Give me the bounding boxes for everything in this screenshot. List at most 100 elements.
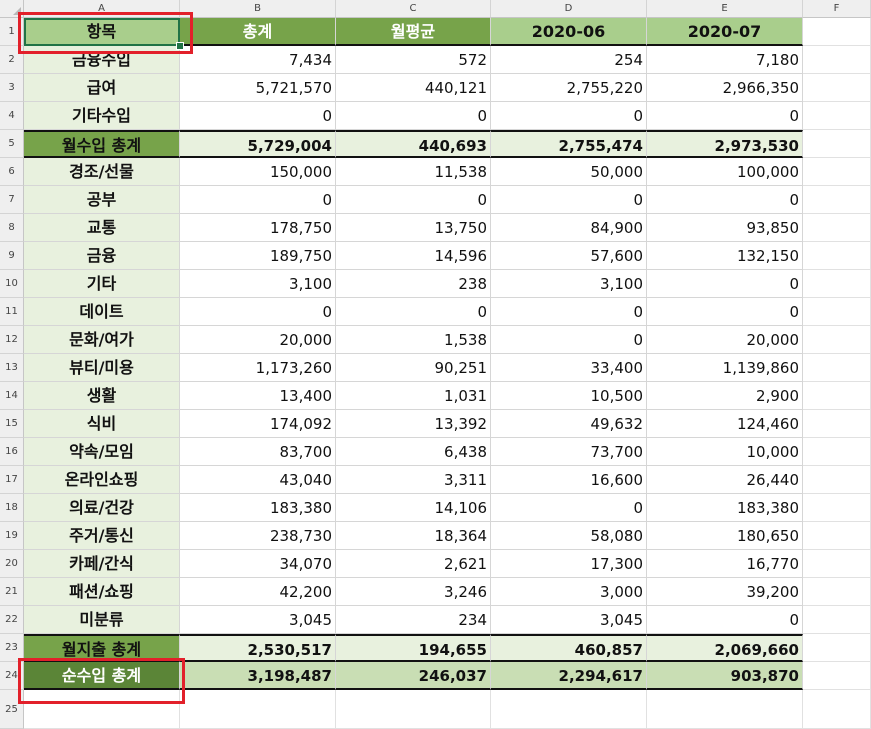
value-cell-avg[interactable]: 3,311	[336, 466, 491, 494]
value-cell-m1[interactable]: 84,900	[491, 214, 647, 242]
value-cell-m1[interactable]: 0	[491, 298, 647, 326]
value-cell-m2[interactable]: 93,850	[647, 214, 803, 242]
value-cell-m2[interactable]: 16,770	[647, 550, 803, 578]
value-cell-avg[interactable]: 0	[336, 186, 491, 214]
empty-cell[interactable]	[803, 214, 871, 242]
value-cell-m1[interactable]: 0	[491, 102, 647, 130]
value-cell-m1[interactable]: 17,300	[491, 550, 647, 578]
row-header-23[interactable]: 23	[0, 634, 24, 662]
column-header-d[interactable]: D	[491, 0, 647, 18]
empty-cell[interactable]	[803, 634, 871, 662]
value-cell-avg[interactable]: 238	[336, 270, 491, 298]
value-cell-total[interactable]: 178,750	[180, 214, 336, 242]
row-header-22[interactable]: 22	[0, 606, 24, 634]
empty-cell[interactable]	[803, 158, 871, 186]
value-cell-m1[interactable]: 33,400	[491, 354, 647, 382]
row-header-13[interactable]: 13	[0, 354, 24, 382]
empty-cell[interactable]	[491, 690, 647, 729]
empty-cell[interactable]	[803, 494, 871, 522]
value-cell-total[interactable]: 34,070	[180, 550, 336, 578]
value-cell-m1[interactable]: 2,755,220	[491, 74, 647, 102]
cell-d1-month-header[interactable]: 2020-06	[491, 18, 647, 46]
value-cell-m2[interactable]: 132,150	[647, 242, 803, 270]
row-label[interactable]: 미분류	[24, 606, 180, 634]
row-label[interactable]: 패션/쇼핑	[24, 578, 180, 606]
empty-cell[interactable]	[803, 438, 871, 466]
value-cell-m2[interactable]: 2,069,660	[647, 634, 803, 662]
value-cell-m2[interactable]: 0	[647, 102, 803, 130]
value-cell-avg[interactable]: 2,621	[336, 550, 491, 578]
value-cell-m1[interactable]: 2,755,474	[491, 130, 647, 158]
value-cell-m2[interactable]: 0	[647, 270, 803, 298]
empty-cell[interactable]	[803, 522, 871, 550]
row-label[interactable]: 월수입 총계	[24, 130, 180, 158]
value-cell-avg[interactable]: 3,246	[336, 578, 491, 606]
row-header-10[interactable]: 10	[0, 270, 24, 298]
value-cell-total[interactable]: 0	[180, 102, 336, 130]
value-cell-m1[interactable]: 460,857	[491, 634, 647, 662]
value-cell-total[interactable]: 0	[180, 298, 336, 326]
value-cell-avg[interactable]: 1,031	[336, 382, 491, 410]
empty-cell[interactable]	[180, 690, 336, 729]
value-cell-total[interactable]: 3,198,487	[180, 662, 336, 690]
row-label[interactable]: 금융	[24, 242, 180, 270]
empty-cell[interactable]	[336, 690, 491, 729]
value-cell-m2[interactable]: 0	[647, 298, 803, 326]
value-cell-avg[interactable]: 234	[336, 606, 491, 634]
value-cell-total[interactable]: 5,721,570	[180, 74, 336, 102]
value-cell-m1[interactable]: 49,632	[491, 410, 647, 438]
row-header-4[interactable]: 4	[0, 102, 24, 130]
value-cell-m2[interactable]: 1,139,860	[647, 354, 803, 382]
value-cell-avg[interactable]: 6,438	[336, 438, 491, 466]
row-header-15[interactable]: 15	[0, 410, 24, 438]
row-header-16[interactable]: 16	[0, 438, 24, 466]
row-label[interactable]: 교통	[24, 214, 180, 242]
empty-cell[interactable]	[803, 550, 871, 578]
value-cell-m2[interactable]: 26,440	[647, 466, 803, 494]
row-label[interactable]: 경조/선물	[24, 158, 180, 186]
value-cell-total[interactable]: 150,000	[180, 158, 336, 186]
row-header-14[interactable]: 14	[0, 382, 24, 410]
row-header-17[interactable]: 17	[0, 466, 24, 494]
value-cell-m1[interactable]: 73,700	[491, 438, 647, 466]
value-cell-avg[interactable]: 18,364	[336, 522, 491, 550]
row-header-25[interactable]: 25	[0, 690, 24, 729]
value-cell-m2[interactable]: 10,000	[647, 438, 803, 466]
empty-cell[interactable]	[803, 354, 871, 382]
row-label[interactable]: 주거/통신	[24, 522, 180, 550]
row-label[interactable]: 금융수입	[24, 46, 180, 74]
row-header-21[interactable]: 21	[0, 578, 24, 606]
value-cell-total[interactable]: 1,173,260	[180, 354, 336, 382]
value-cell-m2[interactable]: 0	[647, 186, 803, 214]
value-cell-total[interactable]: 189,750	[180, 242, 336, 270]
value-cell-m1[interactable]: 3,045	[491, 606, 647, 634]
value-cell-m2[interactable]: 20,000	[647, 326, 803, 354]
column-header-a[interactable]: A	[24, 0, 180, 18]
row-label[interactable]: 뷰티/미용	[24, 354, 180, 382]
value-cell-avg[interactable]: 13,750	[336, 214, 491, 242]
row-label[interactable]: 순수입 총계	[24, 662, 180, 690]
value-cell-m1[interactable]: 0	[491, 326, 647, 354]
cell-b1-total-header[interactable]: 총계	[180, 18, 336, 46]
value-cell-m1[interactable]: 16,600	[491, 466, 647, 494]
row-label[interactable]: 의료/건강	[24, 494, 180, 522]
empty-cell[interactable]	[803, 690, 871, 729]
empty-cell[interactable]	[803, 382, 871, 410]
value-cell-total[interactable]: 7,434	[180, 46, 336, 74]
value-cell-m1[interactable]: 50,000	[491, 158, 647, 186]
empty-cell[interactable]	[803, 74, 871, 102]
row-header-11[interactable]: 11	[0, 298, 24, 326]
row-header-6[interactable]: 6	[0, 158, 24, 186]
empty-cell[interactable]	[803, 326, 871, 354]
row-label[interactable]: 카페/간식	[24, 550, 180, 578]
value-cell-avg[interactable]: 14,106	[336, 494, 491, 522]
row-header-7[interactable]: 7	[0, 186, 24, 214]
row-label[interactable]: 기타	[24, 270, 180, 298]
empty-cell[interactable]	[803, 662, 871, 690]
value-cell-m1[interactable]: 0	[491, 494, 647, 522]
value-cell-m2[interactable]: 0	[647, 606, 803, 634]
value-cell-m2[interactable]: 7,180	[647, 46, 803, 74]
row-label[interactable]: 급여	[24, 74, 180, 102]
row-header-2[interactable]: 2	[0, 46, 24, 74]
